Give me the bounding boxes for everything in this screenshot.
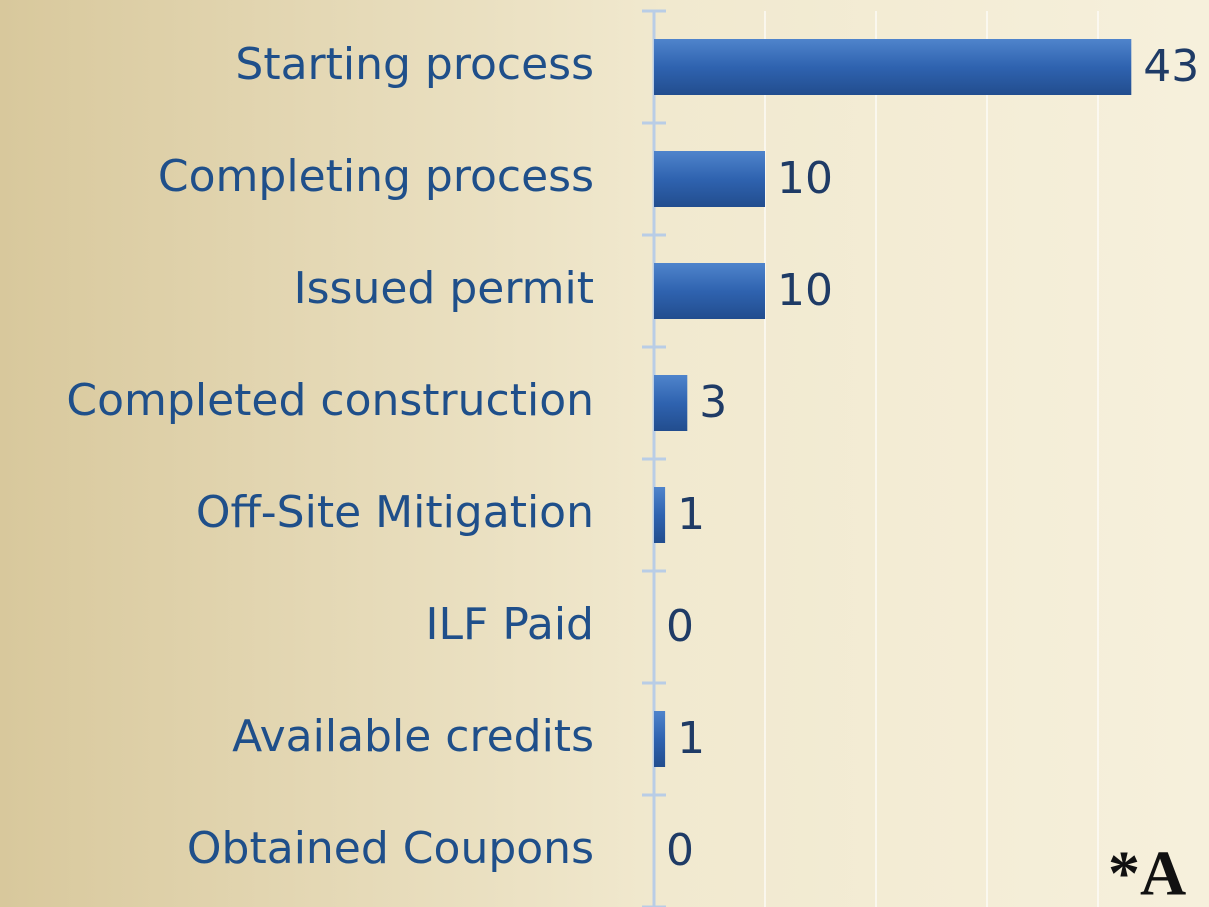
value-label: 1 <box>677 713 705 764</box>
bar <box>654 375 688 431</box>
bar <box>654 39 1132 95</box>
category-label: ILF Paid <box>426 599 594 650</box>
category-label: Issued permit <box>294 263 594 314</box>
bar <box>654 151 765 207</box>
value-label: 0 <box>666 601 694 652</box>
category-label: Completed construction <box>66 375 594 426</box>
bar <box>654 487 666 543</box>
category-label: Available credits <box>232 711 594 762</box>
bar <box>654 263 765 319</box>
value-label: 3 <box>699 377 727 428</box>
category-label: Obtained Coupons <box>187 823 594 874</box>
bar <box>654 711 666 767</box>
category-label: Starting process <box>235 39 594 90</box>
value-label: 0 <box>666 825 694 876</box>
annotation: *A <box>1108 838 1186 907</box>
value-label: 10 <box>777 265 833 316</box>
value-label: 43 <box>1143 41 1199 92</box>
category-label: Completing process <box>158 151 594 202</box>
value-label: 10 <box>777 153 833 204</box>
category-label: Off-Site Mitigation <box>196 487 594 538</box>
value-label: 1 <box>677 489 705 540</box>
